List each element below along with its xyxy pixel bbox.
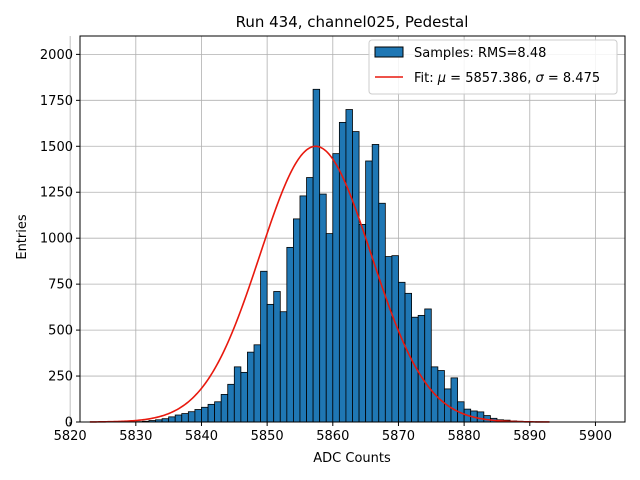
histogram-bar	[424, 308, 432, 423]
legend-histogram-label: Samples: RMS=8.48	[414, 46, 546, 61]
x-axis-ticks: 5820 5830 5840 5850 5860 5870 5880 5890 5900	[54, 422, 612, 444]
histogram-bar	[391, 255, 399, 423]
legend-fit-mu-symbol: μ	[437, 71, 446, 86]
histogram-bar	[332, 153, 340, 423]
histogram-bar	[299, 195, 307, 423]
histogram-bar	[227, 383, 235, 423]
histogram-bar	[181, 413, 189, 423]
histogram-bar	[286, 246, 294, 423]
y-tick-label: 1250	[40, 186, 73, 201]
histogram-bar	[233, 366, 242, 423]
x-tick-label: 5880	[448, 429, 481, 444]
histogram-bar	[417, 314, 426, 423]
histogram-bar	[201, 406, 209, 423]
histogram-bar	[371, 144, 380, 423]
histogram-bar	[352, 131, 360, 423]
y-tick-label: 1500	[40, 140, 73, 155]
y-tick-label: 1000	[40, 232, 73, 247]
histogram-bar	[207, 403, 216, 423]
histogram-bar	[273, 291, 281, 423]
y-axis-ticks: 0 250 500 750 1000 1250 1500 1750 2000	[40, 48, 80, 431]
legend-fit-label: Fit: μ = 5857.386, σ = 8.475	[414, 71, 600, 86]
histogram-bar	[260, 270, 268, 423]
histogram-bar	[174, 414, 183, 423]
histogram-bar	[365, 160, 373, 423]
y-tick-label: 750	[48, 278, 73, 293]
x-tick-label: 5890	[513, 429, 546, 444]
histogram-bar	[358, 224, 367, 423]
x-tick-label: 5870	[382, 429, 415, 444]
plot-frame	[79, 35, 626, 423]
histogram-bar	[240, 371, 248, 423]
x-tick-label: 5830	[119, 429, 152, 444]
histogram-bar	[437, 370, 445, 423]
x-tick-label: 5820	[54, 429, 87, 444]
histogram-bar	[476, 411, 485, 423]
legend: Samples: RMS=8.48 Fit: μ = 5857.386, σ =…	[368, 39, 618, 95]
legend-fit-sigma-symbol: σ	[536, 71, 545, 86]
fit-curve	[89, 145, 550, 423]
x-tick-label: 5900	[579, 429, 612, 444]
histogram-bar	[450, 377, 458, 423]
histogram-bar	[338, 121, 347, 423]
y-tick-label: 500	[48, 324, 73, 339]
histogram-bar	[312, 88, 321, 423]
histogram-bar	[187, 411, 196, 423]
chart-title: Run 434, channel025, Pedestal	[236, 13, 469, 31]
histogram-bars	[135, 88, 544, 423]
legend-histogram-swatch	[374, 46, 404, 58]
legend-fit-prefix: Fit:	[414, 71, 438, 86]
y-tick-label: 0	[65, 416, 73, 431]
histogram-bar	[168, 416, 176, 423]
histogram-bar	[253, 344, 261, 423]
x-tick-label: 5860	[316, 429, 349, 444]
y-tick-label: 250	[48, 370, 73, 385]
histogram-bar	[247, 351, 255, 423]
x-tick-label: 5850	[251, 429, 284, 444]
histogram-bar	[384, 256, 393, 423]
x-tick-label: 5840	[185, 429, 218, 444]
legend-box	[368, 39, 618, 95]
histogram-bar	[325, 233, 334, 423]
y-axis-title: Entries	[15, 214, 30, 260]
histogram-bar	[220, 394, 229, 423]
y-tick-label: 2000	[40, 48, 73, 63]
histogram-bar	[266, 303, 275, 423]
histogram-bar	[398, 281, 406, 423]
histogram-bar	[194, 409, 202, 423]
x-axis-title: ADC Counts	[313, 451, 391, 466]
histogram-bar	[306, 177, 314, 423]
histogram-bar	[319, 193, 327, 423]
y-tick-label: 1750	[40, 94, 73, 109]
legend-fit-mu-value: = 5857.386,	[446, 71, 535, 86]
histogram-bar	[214, 401, 222, 423]
histogram-bar	[293, 218, 301, 423]
histogram-bar	[345, 109, 353, 423]
histogram-bar	[279, 311, 288, 423]
histogram-bar	[378, 202, 386, 423]
legend-fit-sigma-value: = 8.475	[544, 71, 600, 86]
